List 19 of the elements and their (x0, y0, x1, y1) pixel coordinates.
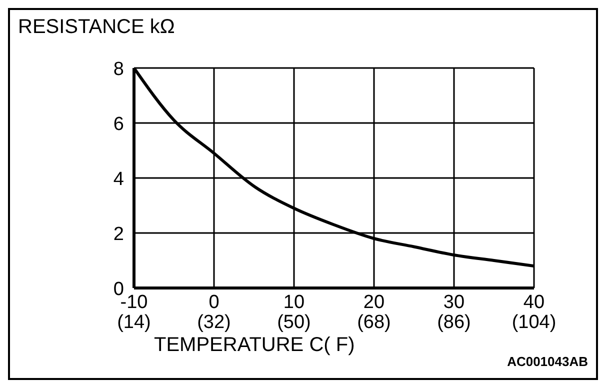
x-tick-label: 0 (208, 292, 220, 313)
y-axis-title: RESISTANCE kΩ (18, 16, 175, 39)
x2-tick-label: (32) (197, 312, 231, 333)
x-tick-label: 20 (363, 292, 385, 313)
x2-tick-label: (104) (512, 312, 556, 333)
x2-tick-label: (50) (277, 312, 311, 333)
x2-tick-label: (86) (437, 312, 471, 333)
x-tick-label: 30 (443, 292, 465, 313)
y-tick-label: 2 (113, 224, 124, 245)
x2-tick-label: (14) (117, 312, 151, 333)
y-tick-label: 8 (113, 59, 124, 80)
y-tick-label: 4 (113, 169, 124, 190)
x-axis-title: TEMPERATURE C( F) (154, 334, 355, 357)
text: AC001043AB (507, 354, 588, 369)
x2-tick-label: (68) (357, 312, 391, 333)
x-tick-label: 10 (283, 292, 305, 313)
y-tick-label: 0 (113, 279, 124, 300)
x-tick-label: 40 (523, 292, 545, 313)
y-tick-label: 6 (113, 114, 124, 135)
